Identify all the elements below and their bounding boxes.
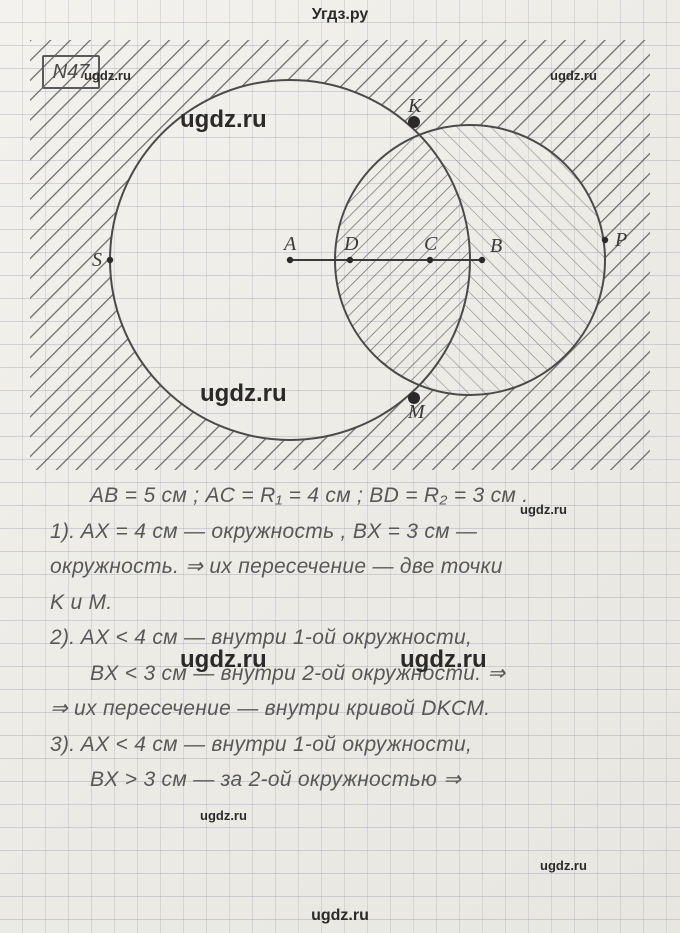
problem-number-box: N47 xyxy=(42,55,100,89)
point-label-m: M xyxy=(407,401,426,423)
point-label-k: K xyxy=(407,95,423,117)
point-label-p: P xyxy=(614,229,627,251)
solution-line: 1). AX = 4 см — окружность , BX = 3 см — xyxy=(50,516,640,548)
solution-line: 2). AX < 4 см — внутри 1-ой окружности, xyxy=(50,622,640,654)
solution-line: окружность. ⇒ их пересечение — две точки xyxy=(50,551,640,583)
point-label-c: C xyxy=(424,233,438,255)
point-label-d: D xyxy=(343,233,359,255)
point-p xyxy=(602,237,608,243)
solution-line: AB = 5 см ; AC = R₁ = 4 см ; BD = R₂ = 3… xyxy=(90,480,640,512)
page-header: Угдз.ру xyxy=(0,6,680,24)
point-label-s: S xyxy=(92,249,102,271)
solution-line: 3). AX < 4 см — внутри 1-ой окружности, xyxy=(50,729,640,761)
solution-line: BX < 3 см — внутри 2-ой окружности. ⇒ xyxy=(90,658,640,690)
solution-text: AB = 5 см ; AC = R₁ = 4 см ; BD = R₂ = 3… xyxy=(50,480,640,800)
point-a xyxy=(287,257,293,263)
solution-line: K и M. xyxy=(50,587,640,619)
point-d xyxy=(347,257,353,263)
point-s xyxy=(107,257,113,263)
solution-line: ⇒ их пересечение — внутри кривой DKCM. xyxy=(50,693,640,725)
point-b xyxy=(479,257,485,263)
point-label-b: B xyxy=(490,235,502,257)
point-c xyxy=(427,257,433,263)
venn-diagram: S A D C B P K M xyxy=(30,40,650,470)
point-k xyxy=(408,116,420,128)
solution-line: BX > 3 см — за 2-ой окружностью ⇒ xyxy=(90,764,640,796)
page-footer: ugdz.ru xyxy=(0,907,680,925)
point-label-a: A xyxy=(282,233,297,255)
